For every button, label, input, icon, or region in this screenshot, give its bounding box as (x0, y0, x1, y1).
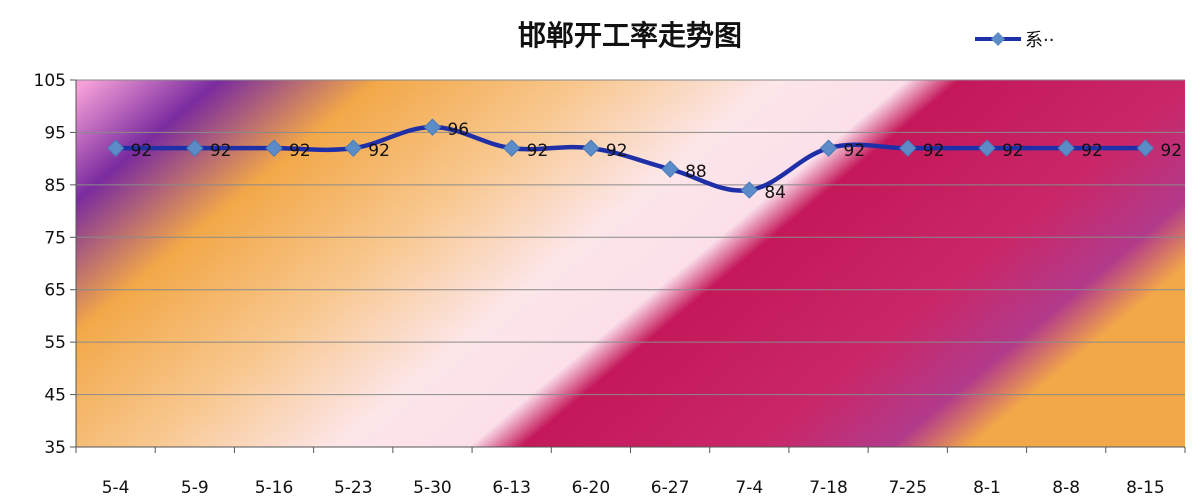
data-point (186, 139, 204, 157)
data-labels: 92 92 92 92 96 92 92 88 84 92 92 92 92 92 (131, 120, 1182, 203)
x-tick-label: 5-30 (413, 478, 452, 498)
data-point (978, 139, 996, 157)
data-point (740, 181, 759, 199)
y-tick-label: 45 (44, 386, 66, 406)
x-tick-label: 8-1 (973, 478, 1001, 498)
legend: 系·· (975, 26, 1054, 52)
y-axis: 35 45 55 65 75 85 95 105 (34, 71, 77, 458)
y-tick-label: 105 (34, 71, 66, 91)
data-label: 92 (368, 141, 390, 161)
data-label: 84 (764, 183, 786, 203)
x-tick-label: 5-23 (334, 478, 373, 498)
x-tick-label: 7-18 (809, 478, 848, 498)
y-tick-label: 35 (44, 438, 66, 458)
data-label: 92 (210, 141, 232, 161)
x-tick-label: 8-8 (1052, 478, 1080, 498)
data-point (1136, 139, 1155, 157)
y-tick-label: 75 (44, 228, 66, 248)
plot-area-fill (76, 80, 1185, 447)
y-tick-label: 65 (44, 281, 66, 301)
data-label: 92 (1081, 141, 1103, 161)
data-label: 96 (447, 120, 469, 140)
data-label: 88 (685, 162, 707, 182)
data-point (502, 139, 521, 157)
x-tick-label: 5-9 (181, 478, 209, 498)
data-label: 92 (527, 141, 549, 161)
data-point (265, 139, 283, 157)
legend-label: 系·· (1025, 30, 1055, 51)
x-tick-label: 8-15 (1126, 478, 1165, 498)
x-tick-label: 5-4 (102, 478, 130, 498)
plot-background (76, 80, 1185, 447)
series-line (115, 124, 1146, 193)
data-label: 92 (844, 141, 866, 161)
x-tick-label: 7-25 (888, 478, 927, 498)
x-axis: 5-4 5-9 5-16 5-23 5-30 6-13 6-20 6-27 7-4 7-18 7-2… (75, 446, 1186, 498)
data-point (106, 139, 125, 157)
gridlines (76, 79, 1185, 448)
y-tick-label: 55 (44, 333, 66, 353)
data-point (423, 118, 442, 136)
data-point (344, 139, 362, 157)
data-point (582, 139, 600, 157)
y-tick-label: 95 (44, 123, 66, 143)
chart-title: 邯郸开工率走势图 (517, 19, 742, 52)
y-tick-label: 85 (44, 176, 66, 196)
data-label: 92 (1002, 141, 1024, 161)
data-point (661, 160, 679, 178)
data-label: 92 (1160, 141, 1182, 161)
data-point (819, 139, 838, 157)
x-tick-label: 7-4 (735, 478, 763, 498)
data-point (899, 139, 917, 157)
x-tick-label: 5-16 (255, 478, 294, 498)
x-tick-label: 6-13 (492, 478, 531, 498)
legend-swatch (975, 32, 1021, 46)
data-label: 92 (923, 141, 945, 161)
series (106, 118, 1155, 199)
data-label: 92 (131, 141, 153, 161)
x-tick-label: 6-27 (651, 478, 690, 498)
data-point (1057, 139, 1075, 157)
series-group (115, 124, 1146, 193)
data-label: 92 (289, 141, 311, 161)
data-label: 92 (606, 141, 628, 161)
x-tick-label: 6-20 (572, 478, 611, 498)
